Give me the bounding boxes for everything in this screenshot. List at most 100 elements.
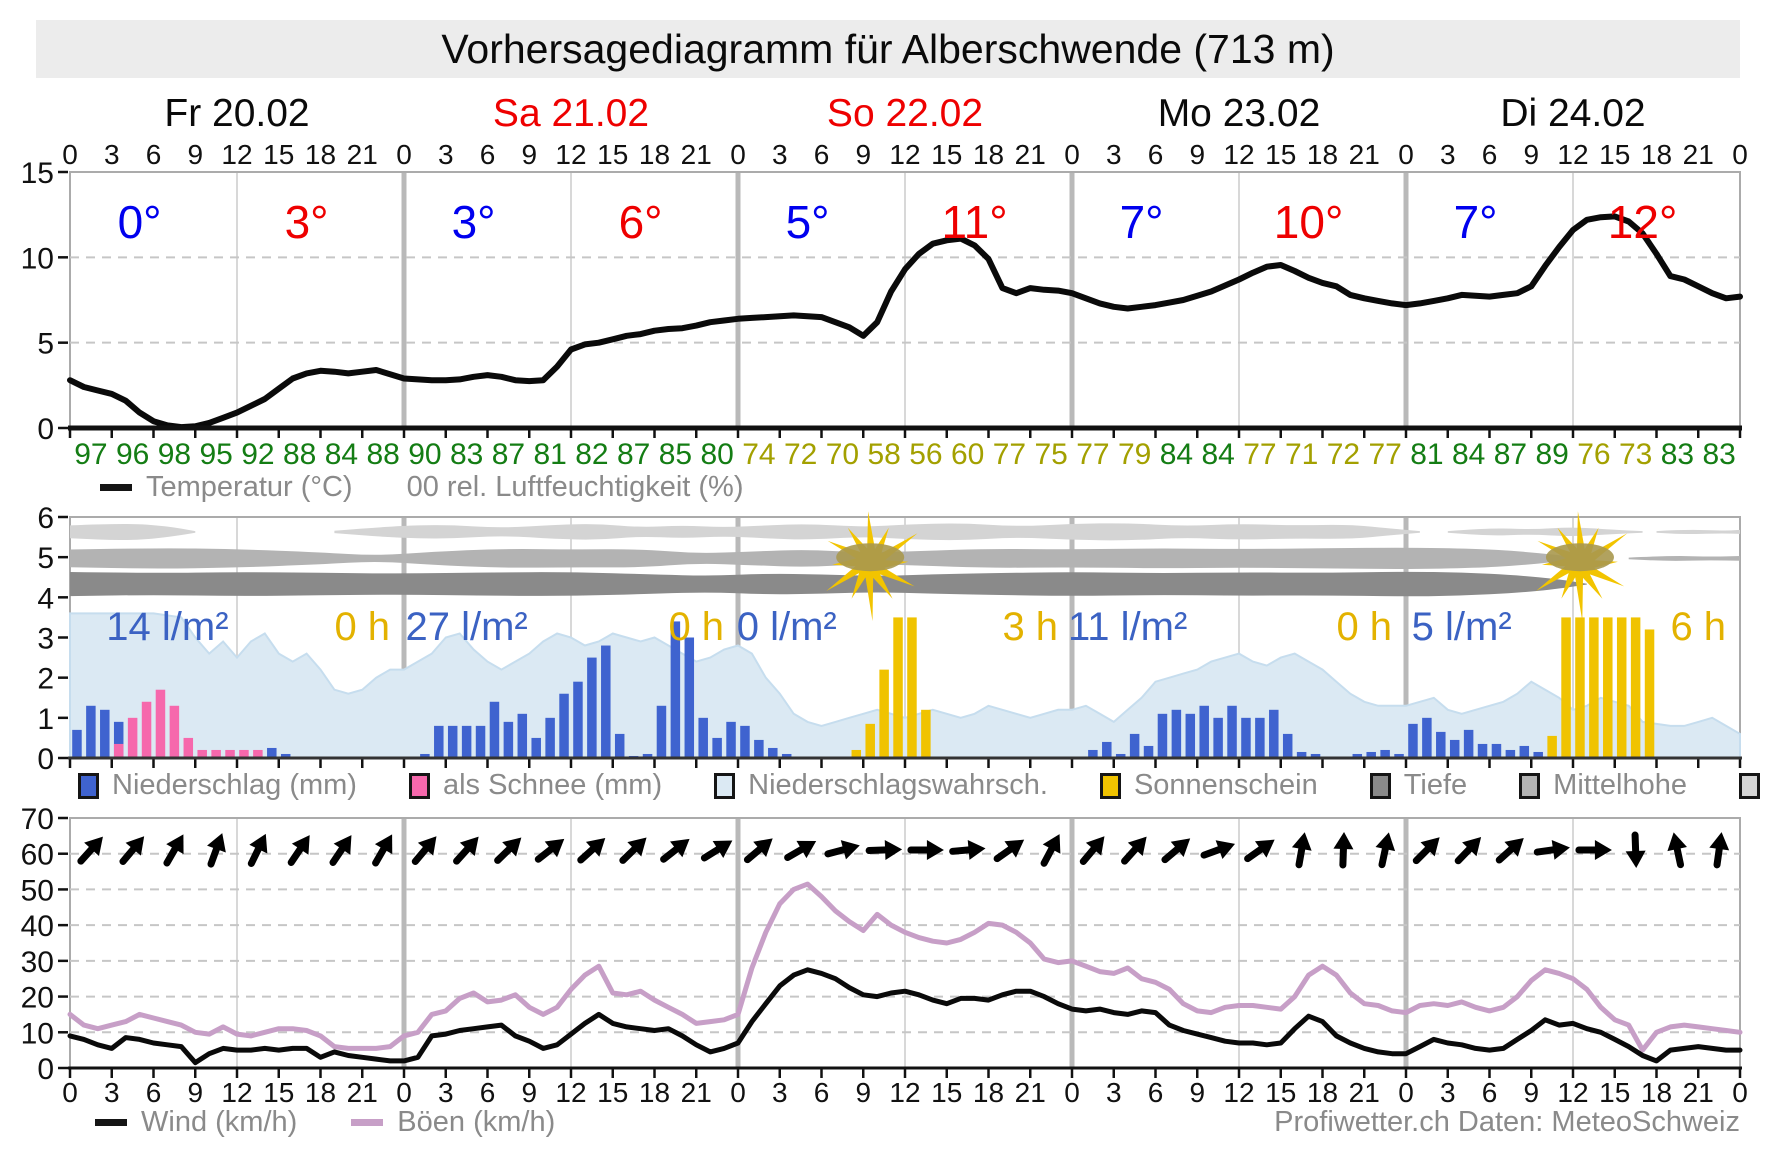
hour-tick-bottom: 18: [639, 1077, 670, 1108]
precip-probability-area: [69, 612, 1741, 759]
rain-bar: [768, 747, 778, 758]
hour-tick-top: 15: [931, 139, 962, 170]
rain-swatch: [78, 772, 99, 799]
amount-label: 5 l/m²: [1412, 605, 1512, 649]
wind-direction-arrow: [119, 836, 145, 865]
svg-text:10: 10: [21, 242, 54, 275]
rain-bar: [781, 753, 792, 758]
legend-mid-clouds-label: Mittelhohe: [1553, 769, 1687, 801]
hour-tick-top: 15: [1599, 139, 1630, 170]
humidity-value: 97: [74, 438, 107, 471]
rain-bar: [447, 725, 458, 758]
svg-text:5: 5: [37, 328, 54, 361]
hour-tick-bottom: 15: [931, 1077, 962, 1108]
hour-tick-bottom: 18: [305, 1077, 336, 1108]
humidity-value: 87: [1494, 438, 1527, 471]
hour-tick-top: 18: [1641, 139, 1672, 170]
svg-text:30: 30: [21, 946, 54, 979]
humidity-value: 84: [1201, 438, 1234, 471]
humidity-value: 71: [1285, 438, 1318, 471]
humidity-value: 83: [1661, 438, 1694, 471]
rain-bar: [1213, 717, 1223, 758]
humidity-value: 84: [1160, 438, 1193, 471]
wind-direction-arrow: [372, 834, 393, 867]
hour-tick-top: 0: [1064, 139, 1080, 170]
amount-label: 11 l/m²: [1068, 605, 1187, 649]
humidity-value: 77: [1368, 438, 1401, 471]
snow-bar: [155, 689, 166, 758]
wind-direction-arrow: [993, 839, 1025, 863]
rain-bar: [1282, 733, 1293, 758]
humidity-value: 83: [450, 438, 483, 471]
legend-wind: Wind (km/h) Böen (km/h): [95, 1106, 555, 1139]
data-source-credit: Profiwetter.ch Daten: MeteoSchweiz: [1274, 1106, 1740, 1138]
hour-tick-bottom: 21: [1015, 1077, 1046, 1108]
hour-tick-top: 12: [1223, 139, 1254, 170]
svg-text:15: 15: [21, 157, 54, 190]
amount-label: 14 l/m²: [106, 605, 228, 649]
snow-swatch: [408, 772, 430, 799]
hour-tick-top: 9: [855, 139, 871, 170]
svg-text:0: 0: [37, 1053, 54, 1086]
humidity-value: 87: [492, 438, 525, 471]
rain-bar: [1380, 749, 1390, 758]
rain-bar: [1241, 717, 1251, 758]
svg-text:0: 0: [37, 413, 54, 446]
wind-direction-arrow: [1667, 832, 1687, 869]
hour-tick-top: 3: [104, 139, 120, 170]
temp-extreme-label: 3°: [452, 196, 496, 248]
wind-direction-arrow: [163, 834, 184, 867]
rain-bar: [1255, 717, 1265, 758]
hour-tick-top: 9: [1189, 139, 1205, 170]
hour-tick-top: 3: [1106, 139, 1122, 170]
wind-direction-arrow: [1079, 836, 1105, 865]
rain-bar: [1394, 753, 1404, 758]
svg-text:3: 3: [37, 623, 54, 656]
cloud-band: [1628, 556, 1740, 561]
humidity-value: 74: [742, 438, 775, 471]
rain-bar: [698, 717, 708, 758]
svg-text:2: 2: [37, 663, 54, 696]
hour-tick-top: 6: [1482, 139, 1498, 170]
rain-bar: [1088, 749, 1098, 758]
hour-tick-bottom: 9: [855, 1077, 871, 1108]
svg-text:6: 6: [37, 502, 54, 535]
wind-direction-arrow: [207, 833, 226, 868]
rain-bar: [1143, 745, 1154, 758]
humidity-value: 90: [408, 438, 441, 471]
rain-bar: [517, 713, 528, 758]
rain-bar: [1408, 723, 1418, 758]
low-clouds-swatch: [1369, 772, 1391, 799]
sunshine-bar: [921, 709, 931, 758]
temp-extreme-label: 10°: [1274, 196, 1344, 248]
rain-bar: [1157, 713, 1168, 758]
hour-tick-top: 18: [973, 139, 1004, 170]
hour-tick-top: 6: [146, 139, 162, 170]
hour-tick-top: 18: [305, 139, 336, 170]
sunshine-bar: [865, 723, 875, 758]
svg-text:60: 60: [21, 839, 54, 872]
hour-tick-top: 12: [889, 139, 920, 170]
hour-tick-bottom: 0: [730, 1077, 746, 1108]
amount-label: 0 l/m²: [737, 605, 837, 649]
legend-snow-label: als Schnee (mm): [442, 769, 663, 801]
precip-probability-swatch: [714, 772, 736, 799]
rain-bar: [559, 693, 569, 758]
hour-tick-top: 0: [62, 139, 78, 170]
humidity-value: 81: [1410, 438, 1443, 471]
hour-tick-bottom: 12: [221, 1077, 252, 1108]
gusts-line-swatch: [351, 1119, 384, 1126]
humidity-value: 81: [533, 438, 566, 471]
hour-tick-top: 21: [1015, 139, 1046, 170]
hour-tick-bottom: 6: [1148, 1077, 1164, 1108]
sun-icon: [1536, 511, 1628, 622]
humidity-value: 84: [1452, 438, 1485, 471]
hour-tick-top: 21: [681, 139, 712, 170]
hour-tick-bottom: 18: [1641, 1077, 1672, 1108]
sunshine-bar: [1589, 617, 1599, 758]
wind-direction-arrow: [743, 838, 773, 864]
rain-bar: [1227, 705, 1237, 758]
hour-tick-bottom: 3: [438, 1077, 454, 1108]
humidity-value: 76: [1577, 438, 1610, 471]
